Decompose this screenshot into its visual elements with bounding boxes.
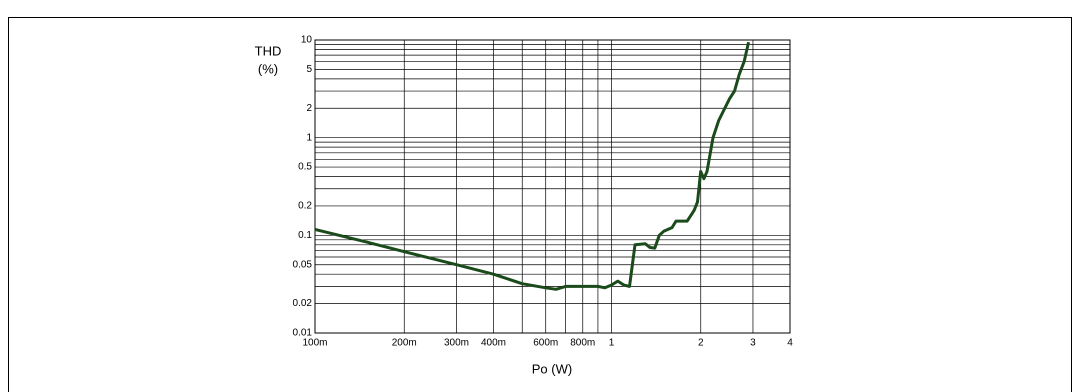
y-tick-label: 10 [301, 35, 313, 46]
y-tick-label: 0.05 [293, 259, 313, 270]
y-axis-label: (%) [258, 61, 278, 76]
y-tick-label: 0.5 [298, 162, 312, 173]
x-tick-label: 3 [750, 338, 756, 349]
y-tick-label: 0.01 [293, 328, 313, 339]
x-axis-label: Po (W) [532, 361, 572, 376]
x-tick-label: 300m [444, 338, 469, 349]
y-tick-label: 2 [306, 103, 312, 114]
x-tick-label: 1 [609, 338, 615, 349]
x-tick-label: 800m [570, 338, 595, 349]
data-line [314, 41, 751, 291]
y-axis-label: THD [255, 43, 282, 58]
frame [8, 17, 1072, 392]
y-tick-label: 0.1 [298, 230, 312, 241]
y-tick-label: 0.02 [293, 298, 313, 309]
x-tick-label: 2 [698, 338, 704, 349]
x-tick-label: 400m [481, 338, 506, 349]
y-tick-label: 1 [306, 132, 312, 143]
x-tick-label: 4 [787, 338, 793, 349]
y-tick-label: 0.2 [298, 201, 312, 212]
x-tick-label: 600m [533, 338, 558, 349]
x-tick-label: 200m [392, 338, 417, 349]
y-tick-label: 5 [306, 64, 312, 75]
x-tick-label: 100m [302, 338, 327, 349]
